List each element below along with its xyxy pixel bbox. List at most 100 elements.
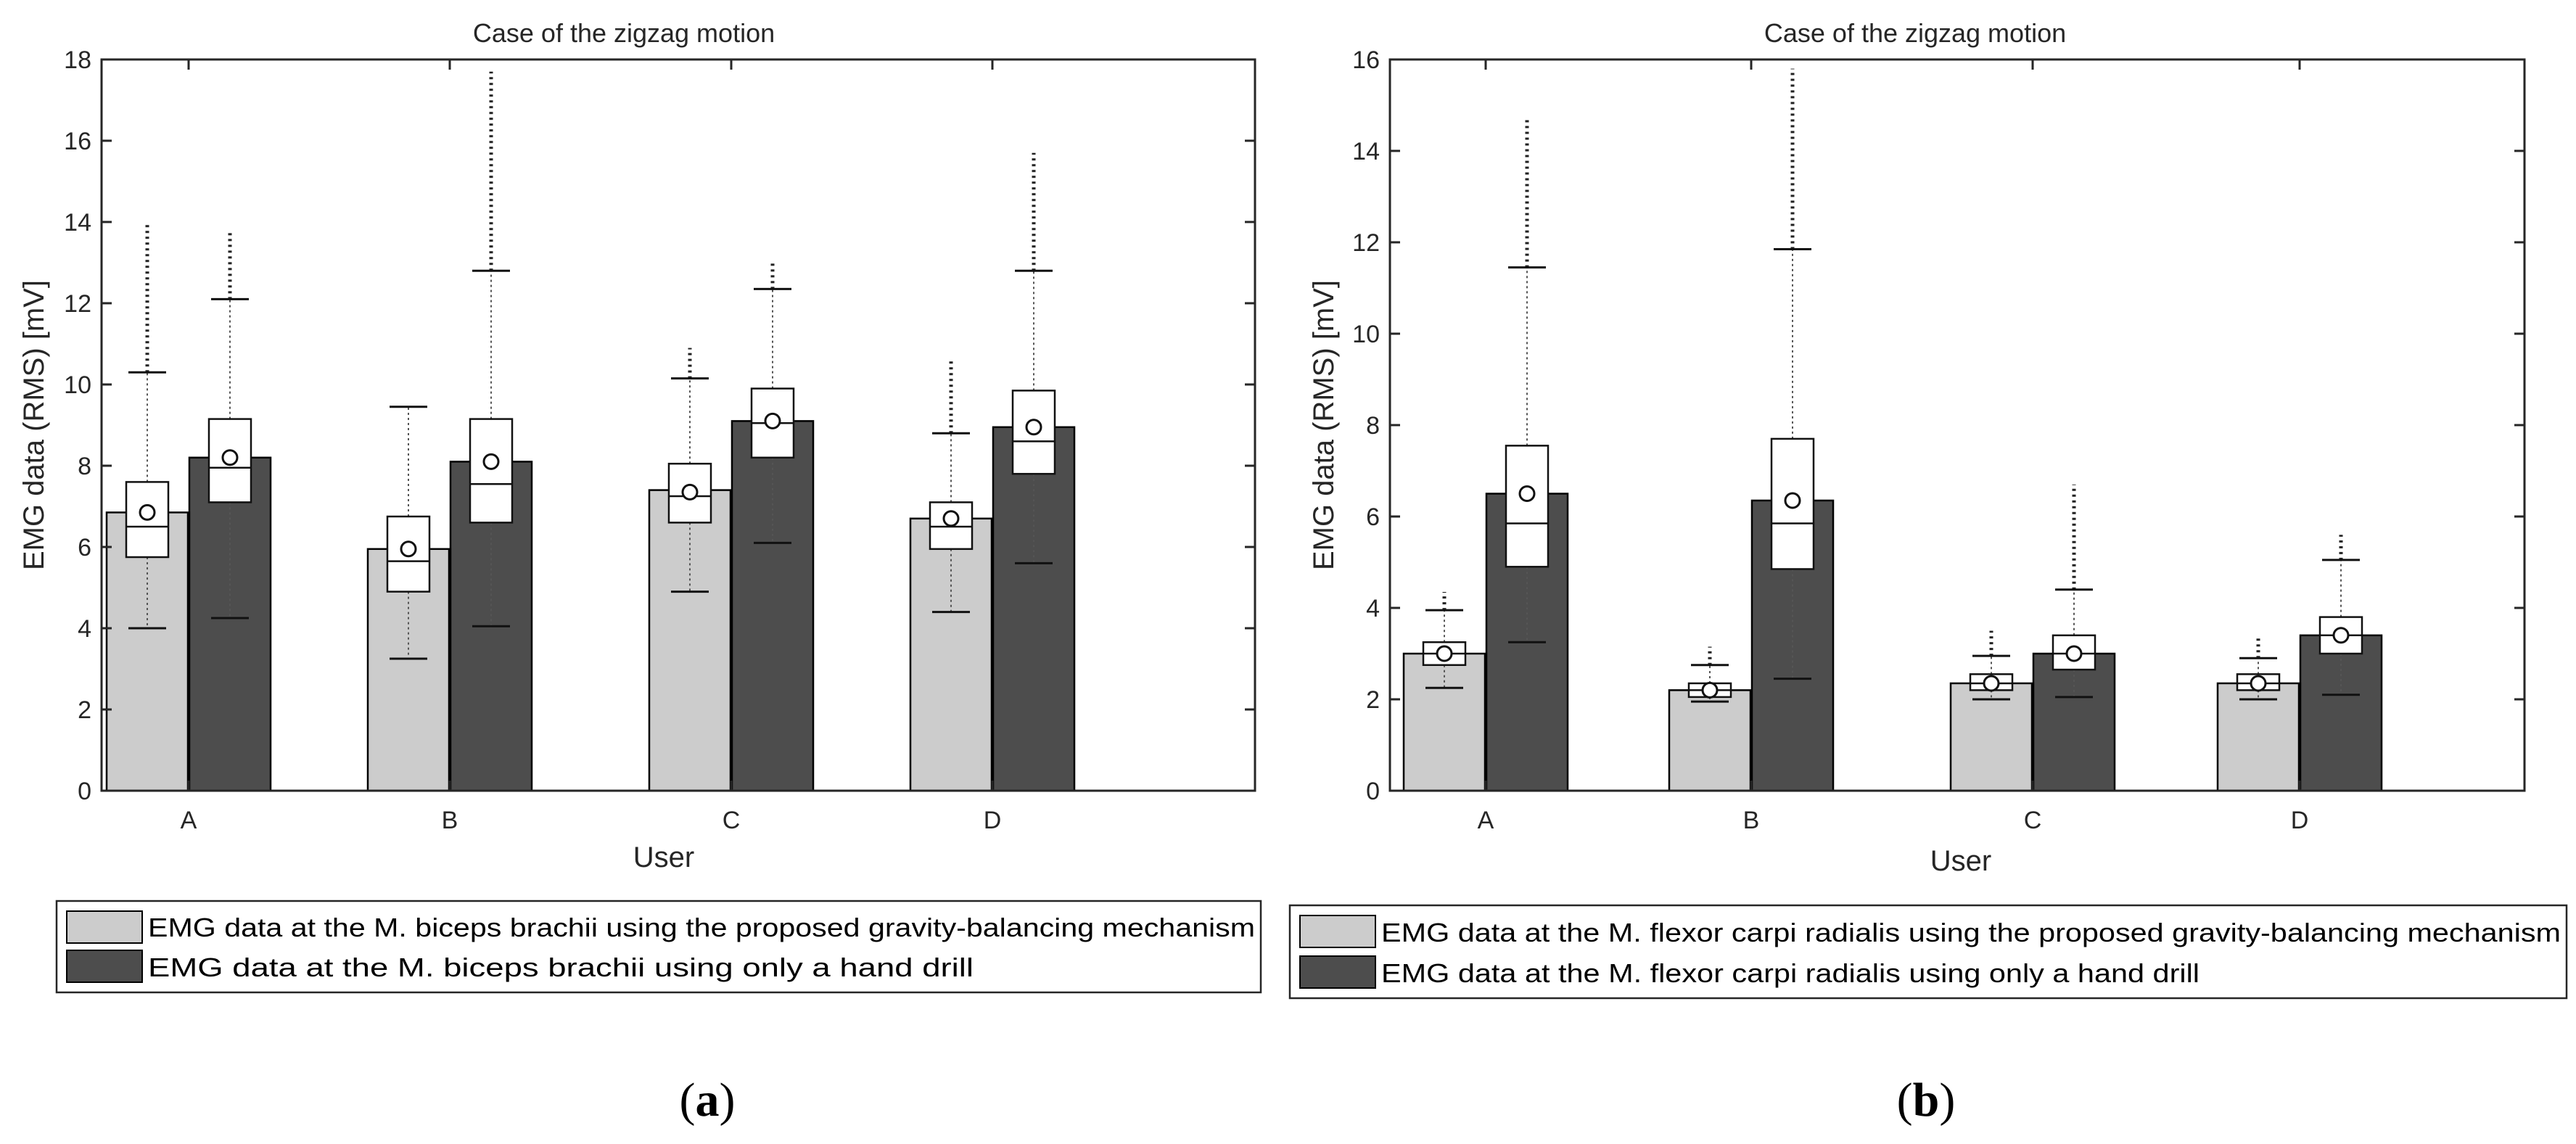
mean-marker-a-s1-3 (1025, 419, 1042, 436)
box-a-s0-0 (125, 481, 170, 559)
box-a-s1-1 (469, 418, 514, 524)
mean-marker-b-s1-0 (1518, 485, 1536, 502)
y-axis-label-a: EMG data (RMS) [mV] (18, 280, 50, 570)
boxplot-b-s1-B (1770, 68, 1815, 680)
boxplot-b-s1-C (2052, 484, 2096, 699)
boxplot-b-s0-D (2236, 637, 2281, 701)
boxplot-a-s1-C (750, 263, 795, 544)
box-a-s0-2 (667, 462, 712, 524)
mean-marker-b-s1-2 (2065, 645, 2083, 662)
bar-group-a (105, 420, 1076, 792)
legend-box-b (1288, 904, 2568, 1000)
legend-b: EMG data at the M. flexor carpi radialis… (1288, 904, 2568, 1000)
legend-label-b-1: EMG data at the M. flexor carpi radialis… (1381, 958, 2200, 988)
boxplot-b-s1-A (1505, 118, 1550, 643)
chart-panel-a: Case of the zigzag motion 0 2 4 6 8 10 12 14 16 1… (18, 18, 1262, 1127)
mean-marker-a-s0-0 (139, 503, 156, 521)
y-axis-label-b: EMG data (RMS) [mV] (1308, 280, 1340, 570)
x-tick-label-a-3: D (984, 807, 1002, 834)
y-tick-label-b-2: 4 (1366, 595, 1380, 622)
legend-swatch-b-1 (1299, 955, 1376, 989)
mean-marker-a-s1-2 (764, 412, 781, 429)
bar-b-s0-B (1668, 689, 1752, 792)
y-tick-label-a-3: 6 (78, 534, 91, 561)
x-axis-ticks-a: A B C D (181, 59, 1002, 834)
box-a-s1-0 (207, 418, 252, 503)
y-tick-label-a-2: 4 (78, 615, 91, 643)
mean-marker-b-s0-0 (1436, 645, 1453, 662)
mean-marker-a-s1-0 (221, 449, 239, 466)
boxplot-a-s1-A (207, 230, 252, 620)
plot-area-b: 0 2 4 6 8 10 12 14 16 A B C D (1352, 46, 2526, 834)
chart-panel-b: Case of the zigzag motion 0 2 4 6 8 10 12 14 16 … (1288, 18, 2568, 1127)
y-tick-label-b-4: 8 (1366, 412, 1380, 440)
x-tick-label-b-0: A (1478, 807, 1494, 834)
chart-title-a: Case of the zigzag motion (473, 18, 775, 48)
mean-marker-a-s0-2 (681, 483, 699, 501)
x-tick-label-b-2: C (2024, 807, 2042, 834)
boxplot-b-s0-A (1422, 591, 1467, 689)
x-tick-label-b-3: D (2291, 807, 2309, 834)
bar-b-s0-D (2216, 682, 2300, 792)
y-tick-label-a-9: 18 (64, 46, 91, 74)
legend-box-a (55, 900, 1262, 994)
x-tick-label-a-1: B (442, 807, 458, 834)
boxplot-b-s0-C (1969, 630, 2014, 701)
mean-marker-a-s1-1 (482, 453, 500, 470)
x-axis-ticks-b: A B C D (1478, 59, 2309, 834)
chart-title-b: Case of the zigzag motion (1764, 18, 2066, 48)
y-tick-label-b-8: 16 (1352, 46, 1380, 74)
y-tick-label-a-1: 2 (78, 696, 91, 724)
mean-marker-b-s1-1 (1784, 492, 1801, 509)
boxplot-b-s1-D (2318, 535, 2363, 696)
y-tick-label-b-3: 6 (1366, 503, 1380, 531)
boxplot-a-s1-D (1011, 152, 1056, 564)
y-tick-label-b-5: 10 (1352, 321, 1380, 348)
y-tick-label-a-4: 8 (78, 453, 91, 480)
y-tick-label-a-7: 14 (64, 209, 91, 236)
y-tick-label-b-6: 12 (1352, 229, 1380, 257)
mean-marker-b-s1-3 (2332, 627, 2350, 644)
mean-marker-b-s0-1 (1701, 681, 1719, 699)
box-group-b (1422, 68, 2363, 703)
y-tick-label-a-0: 0 (78, 778, 91, 805)
y-axis-ticks-a: 0 2 4 6 8 10 12 14 16 18 (64, 46, 1255, 805)
y-tick-label-b-1: 2 (1366, 686, 1380, 714)
bar-a-s1-D (992, 426, 1076, 792)
mean-marker-b-s0-3 (2250, 675, 2267, 692)
boxplot-a-s1-B (469, 71, 514, 627)
legend-a: EMG data at the M. biceps brachii using … (55, 900, 1262, 994)
y-tick-label-b-0: 0 (1366, 778, 1380, 805)
boxplot-a-s0-A (125, 222, 170, 630)
box-b-s1-0 (1505, 445, 1550, 568)
x-axis-label-b: User (1930, 845, 1991, 877)
mean-marker-a-s0-3 (942, 510, 960, 527)
legend-swatch-b-0 (1299, 915, 1376, 948)
bar-a-s1-C (731, 420, 815, 792)
legend-swatch-a-1 (66, 950, 143, 983)
legend-label-a-0: EMG data at the M. biceps brachii using … (148, 913, 1255, 942)
x-axis-label-a: User (633, 841, 694, 873)
boxplot-b-s0-B (1687, 646, 1732, 703)
x-tick-label-a-2: C (723, 807, 741, 834)
y-axis-ticks-b: 0 2 4 6 8 10 12 14 16 (1352, 46, 2524, 805)
legend-label-a-1: EMG data at the M. biceps brachii using … (148, 952, 974, 982)
box-group-a (125, 71, 1056, 660)
boxplot-a-s0-C (667, 347, 712, 593)
plot-border-a (100, 58, 1256, 792)
panel-label-b: (b) (1897, 1074, 1956, 1127)
x-tick-label-a-0: A (181, 807, 197, 834)
x-tick-label-b-1: B (1743, 807, 1760, 834)
y-tick-label-b-7: 14 (1352, 138, 1380, 165)
y-tick-label-a-5: 10 (64, 371, 91, 399)
panel-label-a: (a) (680, 1074, 736, 1127)
mean-marker-a-s0-1 (400, 540, 417, 558)
mean-marker-b-s0-2 (1983, 675, 2000, 692)
bar-b-s1-D (2299, 634, 2383, 792)
y-tick-label-a-8: 16 (64, 128, 91, 155)
bar-a-s0-C (648, 489, 732, 792)
y-tick-label-a-6: 12 (64, 290, 91, 318)
legend-swatch-a-0 (66, 910, 143, 944)
legend-label-b-0: EMG data at the M. flexor carpi radialis… (1381, 918, 2561, 947)
